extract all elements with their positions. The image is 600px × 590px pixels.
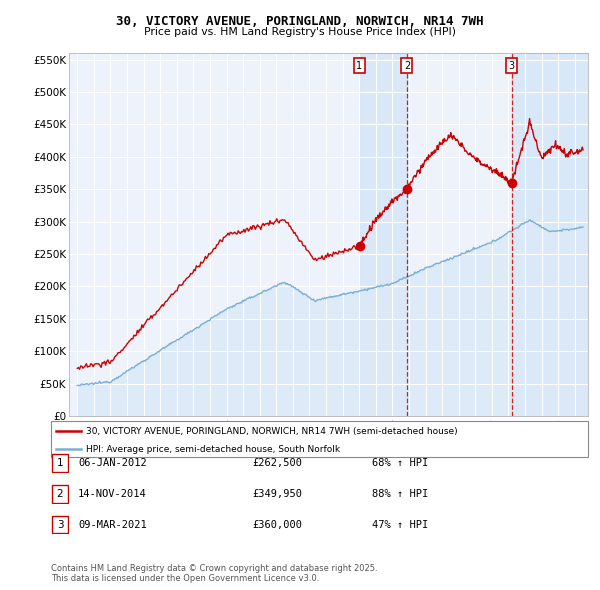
Text: 3: 3 [56, 520, 64, 529]
Text: 09-MAR-2021: 09-MAR-2021 [78, 520, 147, 529]
Text: 30, VICTORY AVENUE, PORINGLAND, NORWICH, NR14 7WH (semi-detached house): 30, VICTORY AVENUE, PORINGLAND, NORWICH,… [86, 427, 458, 436]
Text: 06-JAN-2012: 06-JAN-2012 [78, 458, 147, 468]
Text: Price paid vs. HM Land Registry's House Price Index (HPI): Price paid vs. HM Land Registry's House … [144, 27, 456, 37]
Bar [512, 53, 588, 416]
Text: 3: 3 [508, 61, 515, 71]
Text: HPI: Average price, semi-detached house, South Norfolk: HPI: Average price, semi-detached house,… [86, 445, 340, 454]
Text: 88% ↑ HPI: 88% ↑ HPI [372, 489, 428, 499]
Text: 1: 1 [356, 61, 362, 71]
Text: 30, VICTORY AVENUE, PORINGLAND, NORWICH, NR14 7WH: 30, VICTORY AVENUE, PORINGLAND, NORWICH,… [116, 15, 484, 28]
Text: 14-NOV-2014: 14-NOV-2014 [78, 489, 147, 499]
Text: £360,000: £360,000 [252, 520, 302, 529]
Text: 47% ↑ HPI: 47% ↑ HPI [372, 520, 428, 529]
Text: 68% ↑ HPI: 68% ↑ HPI [372, 458, 428, 468]
Text: Contains HM Land Registry data © Crown copyright and database right 2025.
This d: Contains HM Land Registry data © Crown c… [51, 563, 377, 583]
Text: £349,950: £349,950 [252, 489, 302, 499]
Text: £262,500: £262,500 [252, 458, 302, 468]
Bar [359, 53, 407, 416]
Text: 2: 2 [56, 489, 64, 499]
Text: 1: 1 [56, 458, 64, 468]
Text: 2: 2 [404, 61, 410, 71]
